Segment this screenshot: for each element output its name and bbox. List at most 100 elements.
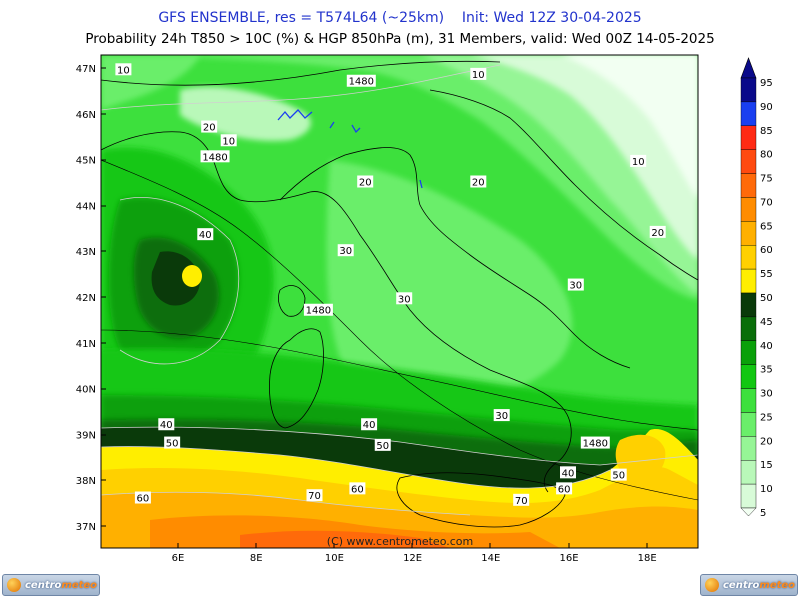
- lat-label: 44N: [76, 201, 96, 212]
- legend-swatch: [740, 364, 757, 389]
- contour-label-bg: [374, 438, 391, 451]
- contour-label: 60: [558, 484, 571, 495]
- centrometeo-logo-right[interactable]: centro meteo: [700, 574, 798, 596]
- contour-label-bg: [470, 175, 487, 188]
- contour-label-bg: [357, 175, 374, 188]
- legend-label: 40: [760, 341, 773, 352]
- contour-label-bg: [337, 244, 354, 257]
- lakes: [277, 109, 423, 189]
- axis-ticks: [101, 67, 648, 548]
- legend-label: 15: [760, 460, 773, 471]
- contour-label-bg: [200, 150, 230, 163]
- contour-label-bg: [306, 489, 323, 502]
- lat-label: 39N: [76, 430, 96, 441]
- legend-label: 45: [760, 317, 773, 328]
- contour-label: 50: [376, 441, 389, 452]
- contour-label-bg: [396, 292, 413, 305]
- latitude-labels: 47N 46N 45N 44N 43N 42N 41N 40N 39N 38N 37N: [76, 64, 96, 533]
- contour-label-bg: [134, 491, 151, 504]
- contour-labels: 10 1480 10 20 10 1480 10 20 20 40 20 30 30 30 1480 30 40…: [115, 63, 666, 507]
- legend-label: 50: [760, 293, 773, 304]
- lat-label: 43N: [76, 247, 96, 258]
- contour-label-bg: [346, 74, 376, 87]
- globe-icon: [7, 578, 21, 592]
- contour-label-bg: [470, 67, 487, 80]
- legend-swatch: [740, 245, 757, 270]
- centrometeo-logo-left[interactable]: centro meteo: [2, 574, 100, 596]
- coastlines: [101, 60, 698, 528]
- contour-label: 30: [569, 281, 582, 292]
- contour-label: 20: [651, 228, 664, 239]
- map-frame: [100, 54, 699, 549]
- contour-label: 70: [515, 496, 528, 507]
- legend-swatch: [740, 101, 757, 126]
- contour-label-bg: [197, 228, 214, 241]
- legend-swatch: [740, 388, 757, 413]
- legend-label: 70: [760, 197, 773, 208]
- legend-label: 65: [760, 221, 773, 232]
- legend-swatch: [740, 316, 757, 341]
- probability-contours: [101, 64, 698, 516]
- contour-label-bg: [220, 134, 237, 147]
- legend-label: 20: [760, 436, 773, 447]
- contour-label: 30: [339, 246, 352, 257]
- contour-label: 30: [495, 411, 508, 422]
- legend-swatch: [740, 412, 757, 437]
- legend-label: 35: [760, 365, 773, 376]
- lon-label: 14E: [481, 553, 500, 564]
- lon-label: 6E: [172, 553, 185, 564]
- contour-label-bg: [580, 436, 610, 449]
- contour-label: 40: [363, 420, 376, 431]
- lon-label: 8E: [250, 553, 263, 564]
- legend-label: 95: [760, 78, 773, 89]
- legend-swatch: [740, 173, 757, 198]
- contour-label: 10: [632, 157, 645, 168]
- legend-swatch: [740, 460, 757, 485]
- contour-label: 10: [472, 70, 485, 81]
- contour-label-bg: [115, 63, 132, 76]
- contour-label-bg: [158, 418, 175, 431]
- legend-label: 85: [760, 126, 773, 137]
- legend-label: 10: [760, 484, 773, 495]
- legend-swatch: [740, 436, 757, 461]
- lat-label: 41N: [76, 339, 96, 350]
- legend-swatch: [740, 483, 757, 509]
- contour-label: 30: [398, 294, 411, 305]
- legend-label: 60: [760, 245, 773, 256]
- lat-label: 37N: [76, 522, 96, 533]
- legend-swatch: [740, 197, 757, 222]
- contour-label-bg: [361, 418, 378, 431]
- longitude-labels: 6E 8E 10E 12E 14E 16E 18E: [172, 553, 657, 564]
- lat-label: 42N: [76, 293, 96, 304]
- contour-label: 20: [203, 123, 216, 134]
- contour-label-bg: [303, 303, 333, 316]
- legend-swatch: [740, 149, 757, 174]
- legend-label: 5: [760, 508, 766, 519]
- contour-label-bg: [493, 409, 510, 422]
- contour-label-bg: [513, 493, 530, 506]
- contour-label-bg: [201, 120, 218, 133]
- lon-label: 10E: [325, 553, 344, 564]
- contour-label: 1480: [306, 306, 331, 317]
- lon-label: 18E: [638, 553, 657, 564]
- contour-label: 70: [308, 491, 321, 502]
- contour-label-bg: [349, 482, 366, 495]
- contour-label: 20: [472, 178, 485, 189]
- contour-label-bg: [560, 466, 576, 479]
- legend-swatch: [740, 77, 757, 103]
- contour-label: 60: [137, 494, 150, 505]
- legend-label: 75: [760, 174, 773, 185]
- lat-label: 40N: [76, 385, 96, 396]
- lat-label: 47N: [76, 64, 96, 75]
- legend-label: 55: [760, 269, 773, 280]
- contour-label: 50: [166, 439, 179, 450]
- contour-label-bg: [567, 278, 584, 291]
- contour-label: 40: [160, 420, 173, 431]
- legend-swatch: [740, 340, 757, 365]
- lon-label: 16E: [559, 553, 578, 564]
- legend-label: 90: [760, 102, 773, 113]
- contour-label: 60: [351, 484, 364, 495]
- legend-swatch: [740, 292, 757, 318]
- contour-label: 1480: [202, 152, 227, 163]
